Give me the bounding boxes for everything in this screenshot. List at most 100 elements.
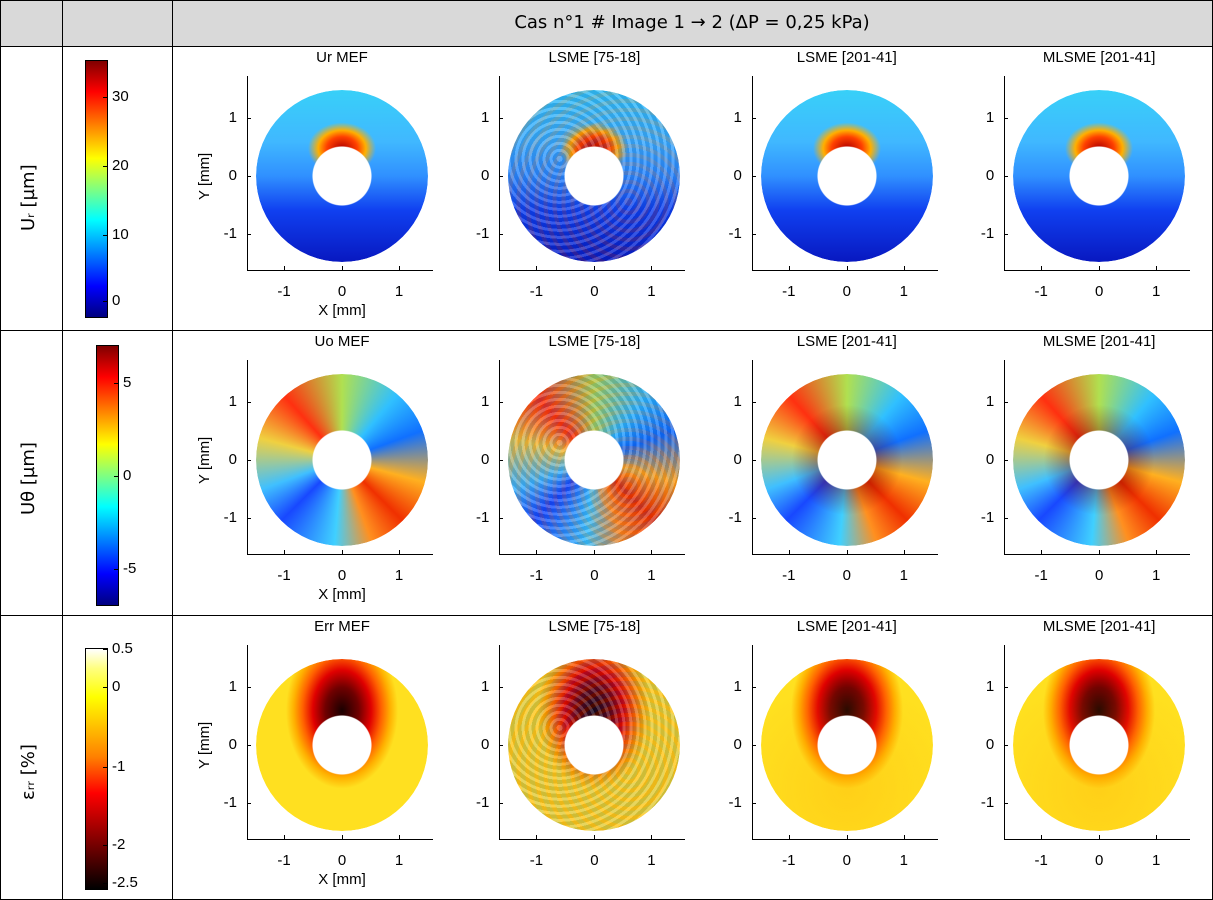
- y-tick-label: 1: [985, 678, 995, 695]
- y-tick-label: 0: [985, 451, 995, 468]
- x-axis-label: X [mm]: [318, 302, 366, 319]
- x-tick-label: 1: [647, 852, 656, 869]
- table-border: [0, 46, 1213, 47]
- colorbar-tick: [103, 766, 108, 768]
- field-map: [1013, 374, 1186, 546]
- y-tick: [499, 745, 504, 746]
- x-tick-label: -1: [529, 852, 544, 869]
- x-tick-label: 1: [394, 852, 404, 869]
- field-map: [508, 374, 681, 546]
- field-map: [1013, 90, 1186, 262]
- table-border: [0, 330, 1213, 331]
- y-tick: [751, 687, 756, 688]
- x-tick-label: 0: [842, 852, 851, 869]
- x-axis: [499, 554, 686, 555]
- y-tick-label: 1: [481, 393, 490, 410]
- x-tick-label: 1: [1152, 852, 1161, 869]
- y-tick-label: 1: [733, 678, 742, 695]
- y-tick-label: 0: [733, 736, 742, 753]
- y-tick: [751, 745, 756, 746]
- colorbar-tick: [103, 97, 108, 99]
- y-tick-label: 0: [985, 167, 995, 184]
- y-tick: [751, 118, 756, 119]
- x-tick-label: -1: [1034, 283, 1048, 300]
- y-tick-label: -1: [223, 794, 237, 811]
- colorbar-tick: [103, 165, 108, 167]
- x-tick-label: 0: [590, 852, 599, 869]
- y-axis: [247, 360, 248, 554]
- x-axis: [1004, 270, 1191, 271]
- x-tick: [342, 266, 343, 270]
- colorbar-tick: [103, 882, 108, 884]
- x-tick: [1041, 835, 1043, 839]
- x-tick-label: -1: [782, 567, 796, 584]
- y-tick-label: 1: [481, 678, 490, 695]
- x-tick-label: 1: [647, 283, 656, 300]
- x-tick: [536, 835, 538, 839]
- y-tick: [751, 518, 756, 519]
- panel-title: LSME [201-41]: [796, 333, 897, 350]
- colorbar-tick: [114, 382, 119, 384]
- panel-title: LSME [75-18]: [548, 333, 641, 350]
- colorbar-tick: [103, 686, 108, 688]
- x-tick: [536, 550, 538, 554]
- field-map: [256, 374, 428, 546]
- x-tick-label: -1: [277, 567, 291, 584]
- row-label: Uθ [µm]: [18, 442, 39, 515]
- x-tick-label: 1: [394, 567, 404, 584]
- panel-title: Ur MEF: [316, 49, 368, 66]
- x-tick-label: 1: [647, 567, 656, 584]
- x-tick-label: 1: [1152, 283, 1161, 300]
- panel-title: MLSME [201-41]: [1042, 333, 1156, 350]
- x-tick-label: -1: [782, 852, 796, 869]
- field-map: [760, 90, 933, 262]
- panel-title: Err MEF: [314, 618, 370, 635]
- field-map: [760, 659, 933, 831]
- field-map: [1013, 659, 1186, 831]
- table-border: [0, 0, 1213, 1]
- colorbar-tick: [114, 475, 119, 477]
- y-tick: [1004, 402, 1009, 403]
- x-tick: [342, 835, 343, 839]
- y-tick-label: -1: [476, 509, 490, 526]
- x-axis: [1004, 839, 1191, 840]
- x-tick: [342, 550, 343, 554]
- x-axis-label: X [mm]: [318, 586, 366, 603]
- y-tick-label: 0: [481, 451, 490, 468]
- y-axis: [1004, 76, 1006, 270]
- x-tick-label: 0: [337, 567, 347, 584]
- y-axis: [499, 76, 501, 270]
- y-tick: [247, 460, 251, 461]
- y-tick: [247, 402, 251, 403]
- x-tick: [594, 835, 596, 839]
- y-axis-label: Y [mm]: [196, 436, 213, 484]
- y-tick-label: -1: [728, 509, 742, 526]
- x-tick-label: -1: [529, 567, 544, 584]
- colorbar-tick-label: -5: [123, 560, 137, 578]
- x-axis: [247, 839, 433, 840]
- y-tick-label: 1: [228, 678, 237, 695]
- x-tick: [536, 266, 538, 270]
- y-tick: [247, 745, 251, 746]
- table-border: [62, 0, 63, 900]
- x-tick-label: 1: [899, 567, 908, 584]
- x-tick-label: -1: [529, 283, 544, 300]
- field-map: [760, 374, 933, 546]
- panel-title: MLSME [201-41]: [1042, 49, 1156, 66]
- y-tick-label: -1: [223, 225, 237, 242]
- x-tick-label: 1: [899, 852, 908, 869]
- panel-title: Uo MEF: [314, 333, 370, 350]
- y-tick: [247, 176, 251, 177]
- x-axis: [499, 839, 686, 840]
- x-tick: [1156, 266, 1158, 270]
- x-tick-label: 0: [842, 283, 851, 300]
- y-tick-label: -1: [728, 794, 742, 811]
- y-tick-label: 0: [228, 736, 237, 753]
- x-tick-label: 0: [842, 567, 851, 584]
- y-axis: [247, 645, 248, 839]
- x-tick-label: 1: [1152, 567, 1161, 584]
- colorbar-tick-label: 20: [112, 156, 129, 174]
- x-tick: [399, 266, 400, 270]
- field-map: [256, 90, 428, 262]
- y-tick: [1004, 234, 1009, 235]
